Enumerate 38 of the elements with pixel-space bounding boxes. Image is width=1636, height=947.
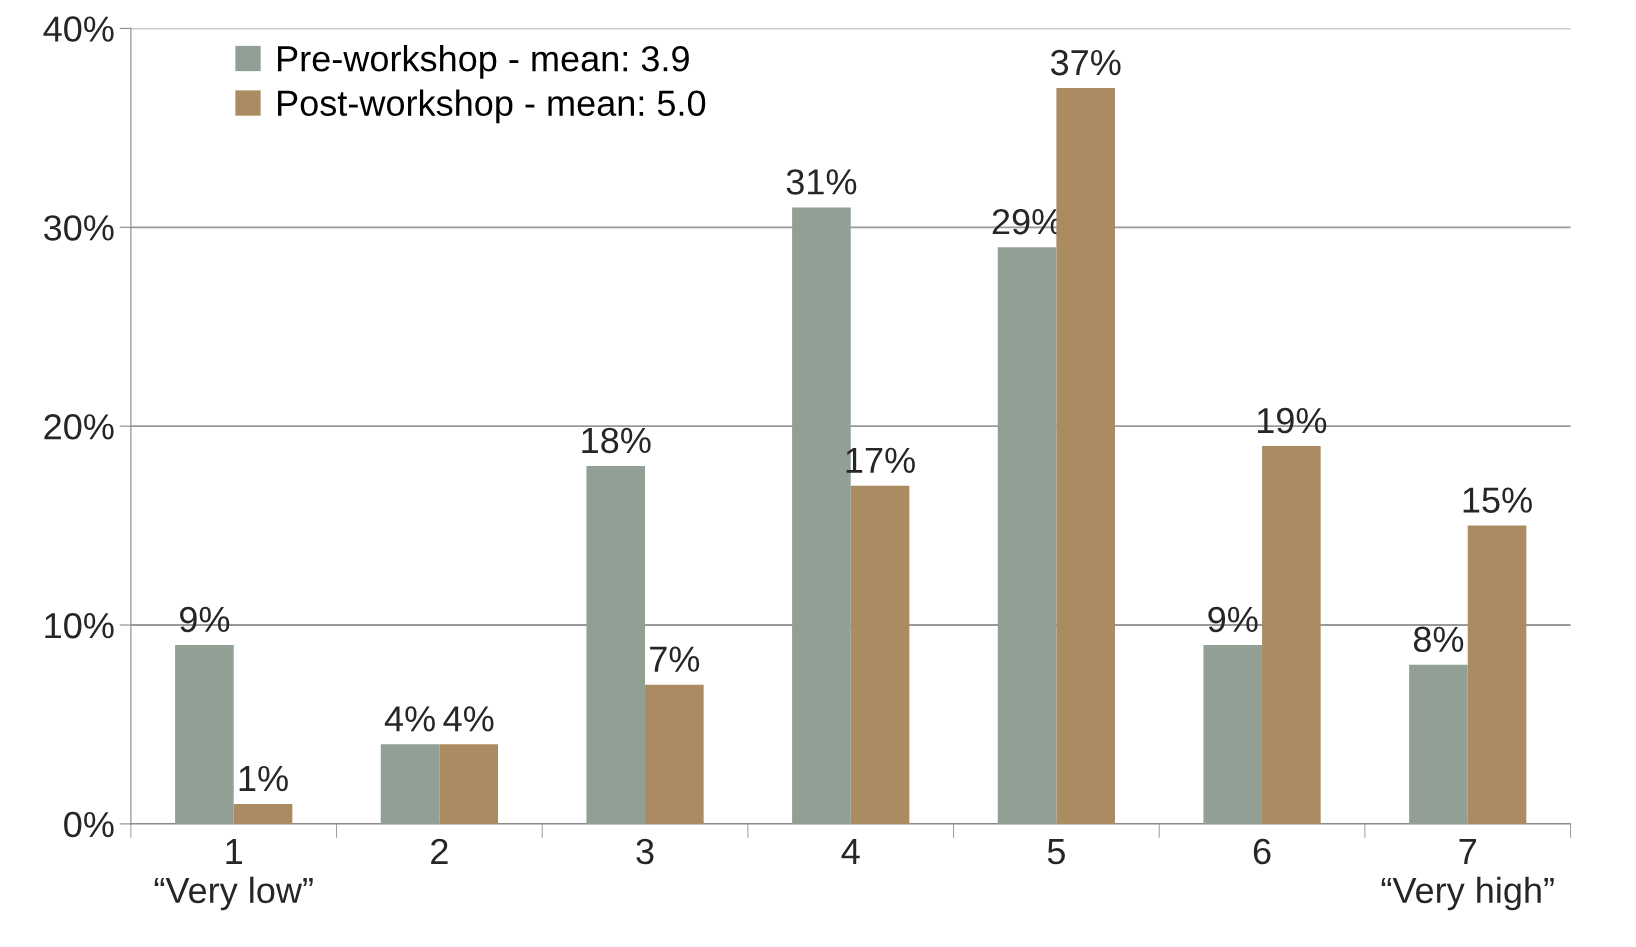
bar bbox=[1056, 88, 1115, 824]
y-tick-label: 30% bbox=[44, 215, 114, 241]
data-label: 9% bbox=[1208, 606, 1258, 633]
data-label: 19% bbox=[1257, 407, 1327, 434]
bar bbox=[439, 744, 498, 824]
data-label: 8% bbox=[1413, 626, 1464, 653]
x-tick-label: 3 bbox=[636, 838, 654, 865]
x-tick-label: 6 bbox=[1253, 838, 1271, 865]
x-tick-label: 4 bbox=[841, 839, 860, 864]
data-label: 4% bbox=[384, 706, 435, 732]
data-label: 17% bbox=[846, 447, 915, 473]
x-tick-label: 7 “Very high” bbox=[1381, 839, 1554, 911]
x-tick-label: 1 “Very low” bbox=[154, 839, 313, 911]
data-label: 37% bbox=[1050, 49, 1121, 76]
bar bbox=[1467, 525, 1527, 824]
y-tick-label: 0% bbox=[64, 811, 114, 838]
bar bbox=[645, 684, 704, 824]
data-label: 9% bbox=[180, 606, 230, 633]
legend-label: Pre-workshop - mean: 3.9 bbox=[278, 45, 689, 79]
bar bbox=[380, 744, 440, 824]
bar bbox=[1409, 664, 1468, 824]
data-label: 4% bbox=[443, 706, 494, 732]
bar bbox=[850, 485, 910, 824]
x-tick-label: 5 bbox=[1047, 839, 1065, 865]
y-tick-label: 20% bbox=[44, 414, 114, 440]
legend-label: Post-workshop - mean: 5.0 bbox=[278, 89, 706, 124]
bar bbox=[1262, 446, 1321, 824]
y-tick-label: 40% bbox=[43, 16, 114, 42]
bar bbox=[175, 644, 234, 824]
data-label: 1% bbox=[239, 765, 288, 792]
data-label: 7% bbox=[650, 646, 700, 672]
data-label: 18% bbox=[582, 427, 651, 454]
x-tick-label: 2 bbox=[431, 838, 448, 864]
data-label: 15% bbox=[1463, 487, 1532, 513]
y-tick-label: 10% bbox=[45, 612, 114, 639]
bar bbox=[233, 804, 293, 824]
data-label: 31% bbox=[786, 169, 857, 195]
bar bbox=[1203, 644, 1263, 824]
